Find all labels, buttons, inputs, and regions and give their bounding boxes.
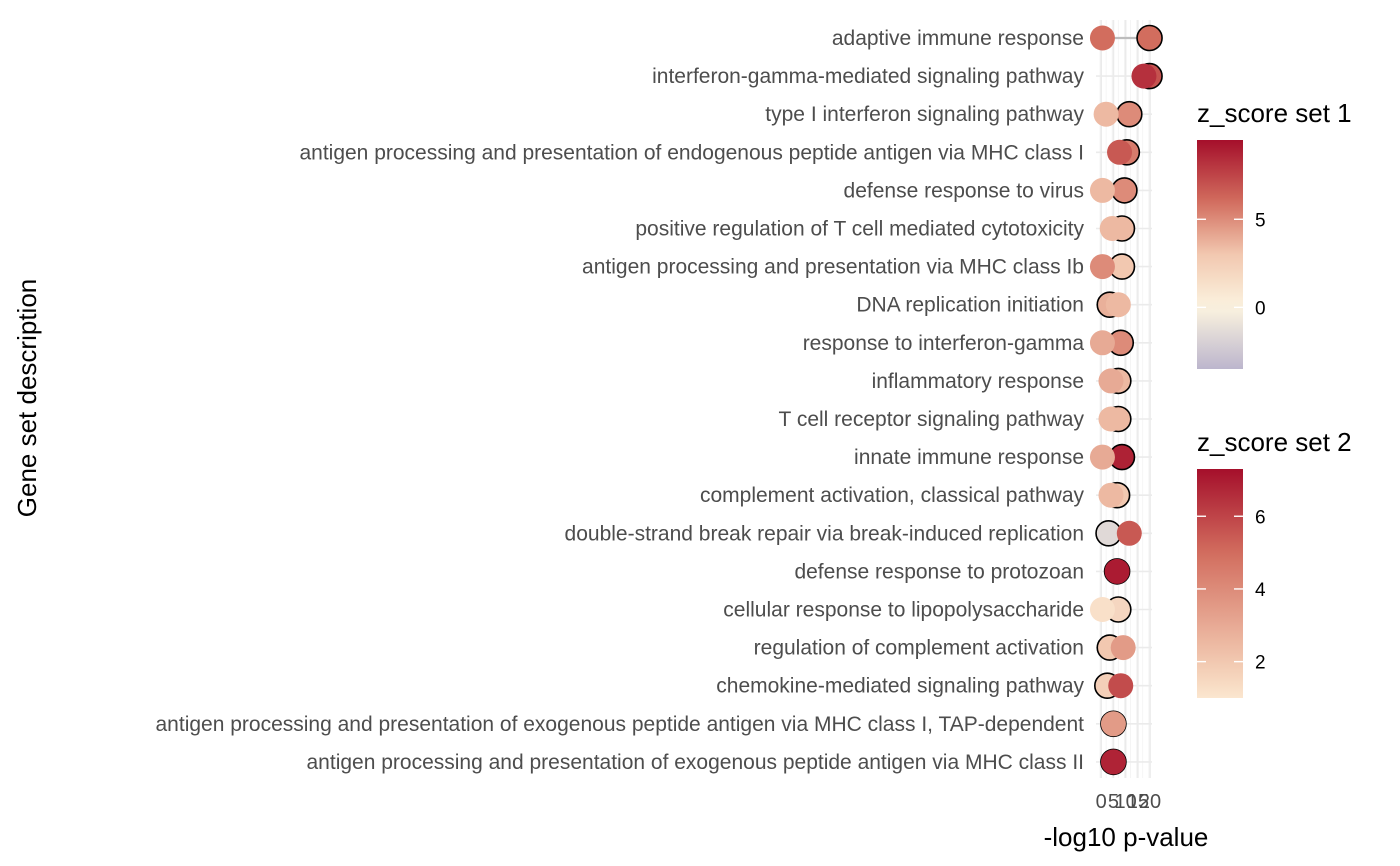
point-set-2 — [1100, 711, 1126, 737]
point-set-1 — [1136, 24, 1163, 52]
point-set-1 — [1115, 100, 1143, 128]
y-tick-label: type I interferon signaling pathway — [765, 103, 1084, 126]
point-set-2 — [1089, 444, 1115, 470]
y-tick-label: DNA replication initiation — [856, 294, 1084, 317]
y-tick-label: adaptive immune response — [832, 27, 1084, 50]
x-tick-label: 0 — [1096, 791, 1107, 813]
point-set-2 — [1093, 101, 1119, 127]
points — [1089, 24, 1163, 776]
point-set-2 — [1089, 254, 1115, 280]
point-set-1 — [1111, 177, 1138, 204]
point-set-2 — [1100, 749, 1126, 775]
point-set-2 — [1104, 558, 1130, 584]
legend-title: z_score set 1 — [1197, 98, 1352, 128]
y-tick-label: defense response to virus — [844, 179, 1084, 202]
colorbar — [1197, 140, 1243, 369]
point-set-2 — [1089, 177, 1115, 203]
legend-title: z_score set 2 — [1197, 427, 1352, 457]
grid-lines — [1096, 20, 1152, 778]
x-axis-title: -log10 p-value — [1044, 822, 1209, 852]
y-tick-label: regulation of complement activation — [754, 637, 1084, 660]
y-tick-label: double-strand break repair via break-ind… — [565, 522, 1084, 545]
point-set-2 — [1116, 520, 1142, 546]
point-set-2 — [1098, 368, 1124, 394]
legend-tick-label: 0 — [1255, 298, 1266, 319]
point-set-2 — [1131, 63, 1157, 89]
y-tick-label: T cell receptor signaling pathway — [779, 408, 1085, 431]
point-set-2 — [1089, 25, 1115, 51]
point-set-2 — [1098, 406, 1124, 432]
point-set-2 — [1098, 482, 1124, 508]
y-tick-label: cellular response to lipopolysaccharide — [723, 599, 1084, 622]
x-tick-label: 5 — [1108, 791, 1119, 813]
y-tick-label: positive regulation of T cell mediated c… — [635, 218, 1084, 241]
legend-tick-label: 6 — [1255, 507, 1266, 528]
y-tick-label: innate immune response — [854, 446, 1084, 469]
point-set-2 — [1107, 139, 1133, 165]
y-axis-title: Gene set description — [12, 279, 42, 517]
y-tick-label: complement activation, classical pathway — [700, 484, 1085, 507]
x-tick-label: 10 — [1115, 791, 1137, 813]
y-tick-labels: adaptive immune response interferon-gamma… — [156, 27, 1085, 774]
x-tick-label: 20 — [1139, 791, 1161, 813]
y-tick-label: response to interferon-gamma — [803, 332, 1085, 355]
legend-tick-label: 4 — [1255, 580, 1266, 601]
y-tick-label: chemokine-mediated signaling pathway — [716, 675, 1084, 698]
point-set-2 — [1105, 292, 1131, 318]
legend-tick-label: 5 — [1255, 210, 1266, 231]
legends: z_score set 1 0 5 z_score set 2 2 4 6 — [1197, 98, 1352, 698]
colorbar — [1197, 469, 1243, 698]
y-tick-label: antigen processing and presentation via … — [582, 256, 1084, 279]
legend-tick-label: 2 — [1255, 653, 1266, 674]
point-set-2 — [1089, 330, 1115, 356]
y-tick-label: antigen processing and presentation of e… — [156, 713, 1085, 736]
point-set-2 — [1089, 597, 1115, 622]
y-tick-label: antigen processing and presentation of e… — [307, 751, 1085, 774]
point-set-2 — [1110, 635, 1136, 661]
point-set-2 — [1099, 216, 1125, 241]
point-set-2 — [1108, 673, 1134, 699]
y-tick-label: defense response to protozoan — [794, 560, 1084, 583]
x-tick-label: 15 — [1127, 791, 1149, 813]
y-tick-label: antigen processing and presentation of e… — [299, 141, 1084, 164]
y-tick-label: interferon-gamma-mediated signaling path… — [652, 65, 1084, 88]
y-tick-label: inflammatory response — [872, 370, 1084, 393]
